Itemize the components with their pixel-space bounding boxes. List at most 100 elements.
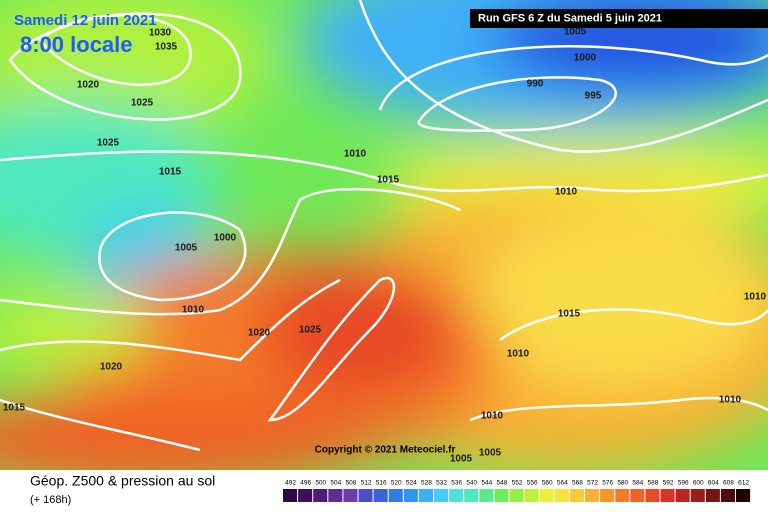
isobar-labels: 1030 1035 1020 1025 1025 1015 1010 1015 1005 1000… bbox=[3, 27, 767, 465]
legend-swatch bbox=[630, 489, 645, 502]
legend-swatch bbox=[585, 489, 600, 502]
isobar-label: 1015 bbox=[558, 309, 581, 320]
legend-tick-label: 568 bbox=[572, 480, 583, 487]
legend-tick-label: 524 bbox=[406, 480, 417, 487]
footer-lead: (+ 168h) bbox=[30, 494, 71, 506]
color-legend: 492 496 500 504 508 512 516 520 524 528 532 536 540 5… bbox=[283, 480, 751, 502]
copyright: Copyright © 2021 Meteociel.fr bbox=[315, 445, 456, 456]
legend-swatch bbox=[524, 489, 539, 502]
isobar-label: 1035 bbox=[155, 42, 178, 53]
legend-tick-label: 592 bbox=[663, 480, 674, 487]
legend-tick-label: 608 bbox=[723, 480, 734, 487]
run-info: Run GFS 6 Z du Samedi 5 juin 2021 bbox=[478, 12, 662, 24]
isobar-label: 990 bbox=[527, 79, 544, 90]
legend-swatch bbox=[494, 489, 509, 502]
legend-tick-label: 560 bbox=[542, 480, 553, 487]
legend-swatch bbox=[720, 489, 735, 502]
legend-swatch bbox=[675, 489, 690, 502]
legend-swatch bbox=[615, 489, 630, 502]
legend-swatch bbox=[539, 489, 554, 502]
run-box bbox=[470, 9, 768, 28]
valid-date: Samedi 12 juin 2021 bbox=[14, 12, 157, 29]
legend-swatch bbox=[388, 489, 403, 502]
legend-tick-label: 516 bbox=[376, 480, 387, 487]
legend-swatch bbox=[736, 489, 751, 502]
legend-swatch bbox=[313, 489, 328, 502]
legend-tick-label: 580 bbox=[617, 480, 628, 487]
legend-swatch bbox=[645, 489, 660, 502]
legend-swatch bbox=[569, 489, 584, 502]
legend-swatch bbox=[358, 489, 373, 502]
legend-tick-label: 512 bbox=[361, 480, 372, 487]
legend-tick-label: 572 bbox=[587, 480, 598, 487]
isobar-label: 1010 bbox=[344, 149, 367, 160]
isobar-label: 1005 bbox=[564, 27, 587, 38]
isobar-label: 1010 bbox=[744, 292, 767, 303]
legend-tick-label: 584 bbox=[632, 480, 643, 487]
isobar-label: 1005 bbox=[479, 448, 502, 459]
legend-tick-label: 496 bbox=[300, 480, 311, 487]
legend-tick-label: 548 bbox=[497, 480, 508, 487]
legend-tick-label: 564 bbox=[557, 480, 568, 487]
legend-tick-label: 604 bbox=[708, 480, 719, 487]
legend-tick-label: 600 bbox=[693, 480, 704, 487]
legend-swatch bbox=[690, 489, 705, 502]
isobar-label: 1030 bbox=[149, 28, 172, 39]
map-field bbox=[0, 0, 768, 470]
legend-swatch bbox=[434, 489, 449, 502]
legend-swatch bbox=[328, 489, 343, 502]
legend-tick-label: 500 bbox=[315, 480, 326, 487]
isobar-label: 1015 bbox=[3, 403, 26, 414]
isobar-label: 1025 bbox=[299, 325, 322, 336]
legend-tick-label: 504 bbox=[330, 480, 341, 487]
isobar-label: 1010 bbox=[182, 305, 205, 316]
isobar-label: 1025 bbox=[97, 138, 120, 149]
legend-tick-label: 520 bbox=[391, 480, 402, 487]
legend-swatch bbox=[509, 489, 524, 502]
legend-swatch bbox=[403, 489, 418, 502]
isobar-label: 1000 bbox=[574, 53, 597, 64]
legend-tick-label: 540 bbox=[466, 480, 477, 487]
legend-tick-label: 492 bbox=[285, 480, 296, 487]
legend-swatch bbox=[418, 489, 433, 502]
isobar-label: 1020 bbox=[100, 362, 123, 373]
legend-swatch bbox=[554, 489, 569, 502]
legend-swatch bbox=[464, 489, 479, 502]
legend-swatch bbox=[479, 489, 494, 502]
legend-swatch bbox=[373, 489, 388, 502]
isobar-label: 1010 bbox=[481, 411, 504, 422]
legend-tick-label: 596 bbox=[678, 480, 689, 487]
legend-tick-label: 508 bbox=[346, 480, 357, 487]
isobar-label: 1005 bbox=[450, 454, 473, 465]
isobar-label: 1000 bbox=[214, 233, 237, 244]
legend-tick-label: 576 bbox=[602, 480, 613, 487]
legend-swatch bbox=[343, 489, 358, 502]
isobar-label: 1005 bbox=[175, 243, 198, 254]
isobar-label: 1015 bbox=[377, 175, 400, 186]
legend-tick-label: 552 bbox=[512, 480, 523, 487]
valid-time: 8:00 locale bbox=[20, 32, 133, 57]
legend-swatch bbox=[600, 489, 615, 502]
legend-tick-label: 612 bbox=[738, 480, 749, 487]
legend-tick-label: 588 bbox=[648, 480, 659, 487]
isobar-label: 1020 bbox=[77, 80, 100, 91]
legend-tick-label: 556 bbox=[527, 480, 538, 487]
legend-swatch bbox=[298, 489, 313, 502]
isobar-label: 1010 bbox=[555, 187, 578, 198]
legend-swatch bbox=[449, 489, 464, 502]
legend-tick-label: 536 bbox=[451, 480, 462, 487]
legend-swatch bbox=[705, 489, 720, 502]
legend-tick-label: 544 bbox=[481, 480, 492, 487]
footer-title: Géop. Z500 & pression au sol bbox=[30, 473, 215, 489]
isobar-label: 995 bbox=[585, 91, 602, 102]
legend-swatch bbox=[283, 489, 298, 502]
isobar-label: 1020 bbox=[248, 328, 271, 339]
isobar-label: 1010 bbox=[507, 349, 530, 360]
legend-tick-label: 528 bbox=[421, 480, 432, 487]
isobar-label: 1025 bbox=[131, 98, 154, 109]
legend-swatch bbox=[660, 489, 675, 502]
legend-tick-label: 532 bbox=[436, 480, 447, 487]
isobar-label: 1015 bbox=[159, 167, 182, 178]
isobar-label: 1010 bbox=[719, 395, 742, 406]
